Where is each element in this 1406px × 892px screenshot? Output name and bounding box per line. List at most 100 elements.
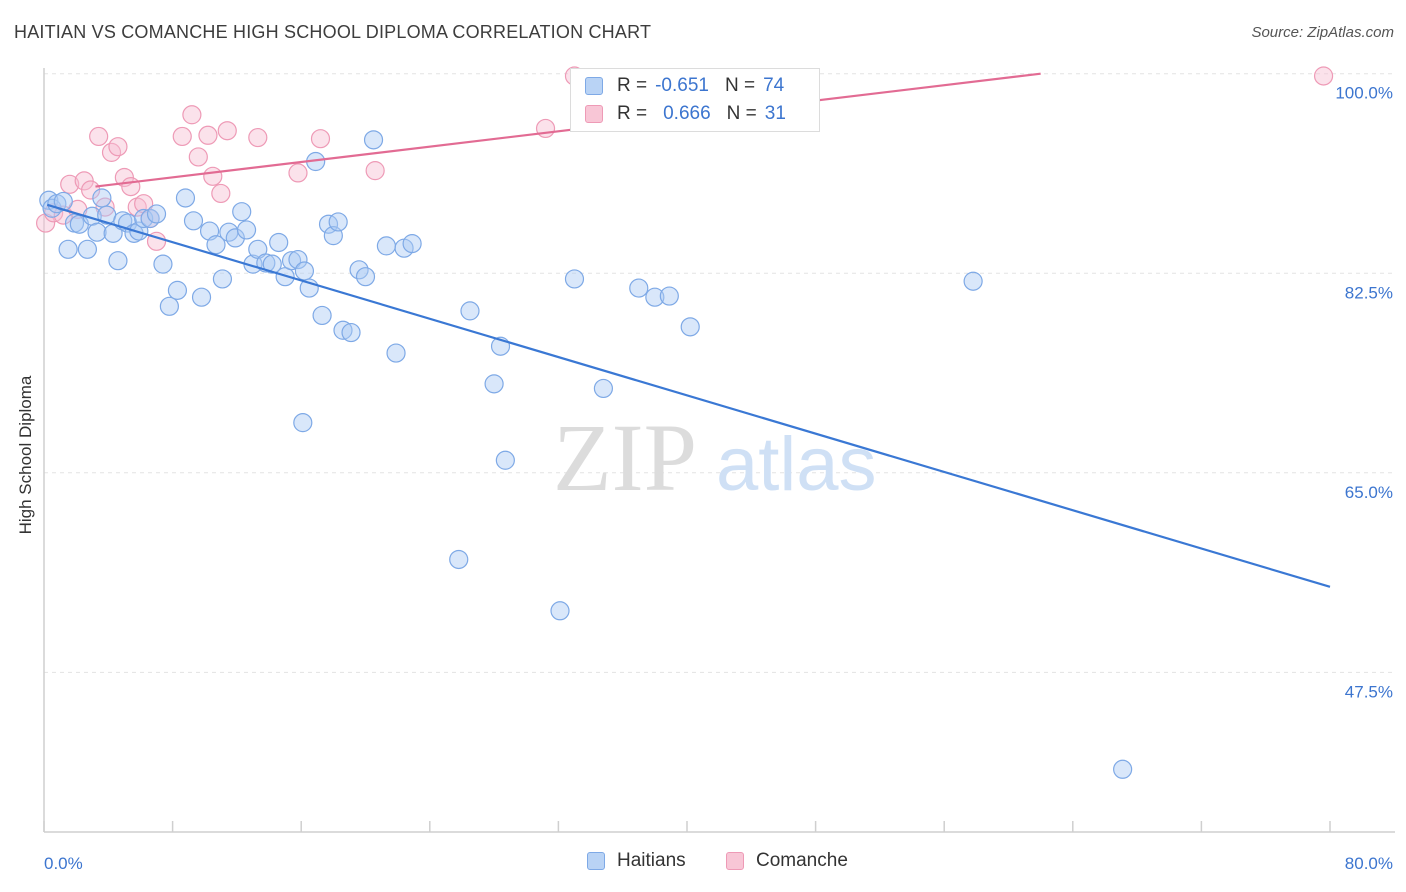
comanche-point <box>60 174 80 194</box>
chart-title: HAITIAN VS COMANCHE HIGH SCHOOL DIPLOMA … <box>14 22 652 42</box>
comanche-point <box>89 126 109 147</box>
comanche-point <box>108 137 128 157</box>
comanche-point <box>172 126 192 147</box>
haitians-point <box>333 320 353 340</box>
haitians-point <box>212 269 233 289</box>
haitians-point <box>386 343 406 363</box>
y-tick-label: 47.5% <box>1345 682 1393 701</box>
watermark-zip: ZIP <box>553 404 697 511</box>
watermark: ZIP atlas <box>553 404 877 511</box>
comanche-point <box>535 118 556 139</box>
comanche-point <box>248 127 268 148</box>
haitians-point <box>355 267 376 287</box>
legend-swatch-haitians <box>585 77 603 95</box>
haitians-point <box>77 239 98 259</box>
comanche-point <box>198 125 218 145</box>
x-tick-label-start: 0.0% <box>44 854 83 873</box>
haitians-point <box>58 239 78 259</box>
legend-r-label: R = <box>617 103 648 124</box>
haitians-point <box>87 222 107 242</box>
comanche-point <box>182 105 202 125</box>
haitians-point <box>312 305 332 326</box>
comanche-point <box>188 147 208 167</box>
haitians-point <box>293 413 313 433</box>
comanche-point <box>203 166 223 186</box>
haitians-point <box>495 450 515 470</box>
haitians-point <box>232 202 252 222</box>
comanche-point <box>365 161 385 181</box>
haitians-point <box>593 378 614 399</box>
comanche-trend-line <box>95 72 1041 188</box>
trend-lines <box>46 72 1331 588</box>
haitians-point <box>294 261 315 281</box>
haitians-point <box>376 236 396 256</box>
legend-n-label: N = <box>726 103 757 124</box>
tick-labels: 100.0% 82.5% 65.0% 47.5% 0.0% 80.0% <box>44 84 1393 873</box>
comanche-point <box>310 129 331 149</box>
haitians-point <box>288 249 308 270</box>
haitians-point <box>206 235 226 255</box>
y-tick-label: 65.0% <box>1345 483 1393 502</box>
haitians-point <box>153 254 173 274</box>
haitians-point <box>269 232 289 253</box>
bottom-legend-label: Haitians <box>617 850 686 871</box>
haitians-point <box>328 212 348 232</box>
haitians-point <box>449 549 469 570</box>
haitians-point <box>262 254 282 274</box>
haitians-point <box>167 280 188 300</box>
legend-n-label: N = <box>724 75 756 96</box>
haitians-point <box>963 271 983 291</box>
haitians-point <box>659 286 679 306</box>
y-axis-label: High School Diploma <box>16 375 35 535</box>
haitians-point <box>680 317 700 337</box>
haitians-point <box>460 301 480 321</box>
haitians-point <box>645 287 665 307</box>
haitians-point <box>236 220 257 240</box>
haitians-point <box>108 251 128 271</box>
legend-row-comanche: R = 0.666 N = 31 <box>585 101 786 127</box>
bottom-swatch-haitians <box>587 852 605 870</box>
gridlines <box>44 73 1395 673</box>
legend-r-label: R = <box>617 75 648 96</box>
x-tick-label-end: 80.0% <box>1345 854 1393 873</box>
comanche-point <box>121 176 141 197</box>
haitians-point <box>146 204 167 224</box>
comanche-point <box>288 163 308 183</box>
haitians-point <box>550 601 570 621</box>
bottom-legend-label: Comanche <box>756 850 848 871</box>
stats-legend: R = -0.651 N = 74 R = 0.666 N = 31 <box>570 68 820 132</box>
legend-row-haitians: R = -0.651 N = 74 <box>585 73 784 99</box>
haitians-point <box>175 188 196 208</box>
comanche-point <box>81 180 101 200</box>
bottom-legend-haitians: Haitians <box>587 850 686 872</box>
bottom-swatch-comanche <box>726 852 744 870</box>
legend-swatch-comanche <box>585 105 603 123</box>
haitians-point <box>564 269 585 289</box>
legend-r-value: 0.666 <box>663 103 711 124</box>
legend-n-value: 74 <box>763 75 785 96</box>
haitians-point <box>402 234 422 254</box>
haitians-points <box>39 130 1133 779</box>
haitians-point <box>629 278 649 298</box>
comanche-point <box>1313 66 1334 86</box>
axes <box>43 68 1395 833</box>
source-label: Source: ZipAtlas.com <box>1251 24 1394 41</box>
haitians-point <box>281 251 302 271</box>
legend-r-value: -0.651 <box>655 75 709 96</box>
haitians-point <box>92 188 112 208</box>
haitians-point <box>363 130 384 150</box>
comanche-point <box>217 121 237 141</box>
comanche-point <box>211 183 231 204</box>
y-tick-label: 82.5% <box>1345 283 1393 302</box>
haitians-trend-line <box>46 203 1331 588</box>
legend-n-value: 31 <box>764 103 786 124</box>
haitians-point <box>159 296 179 316</box>
haitians-point <box>1113 759 1133 779</box>
haitians-point <box>191 287 212 307</box>
haitians-point <box>183 211 204 231</box>
haitians-point <box>134 208 154 229</box>
haitians-point <box>225 228 245 248</box>
haitians-point <box>341 322 361 343</box>
bottom-legend-comanche: Comanche <box>726 850 848 872</box>
